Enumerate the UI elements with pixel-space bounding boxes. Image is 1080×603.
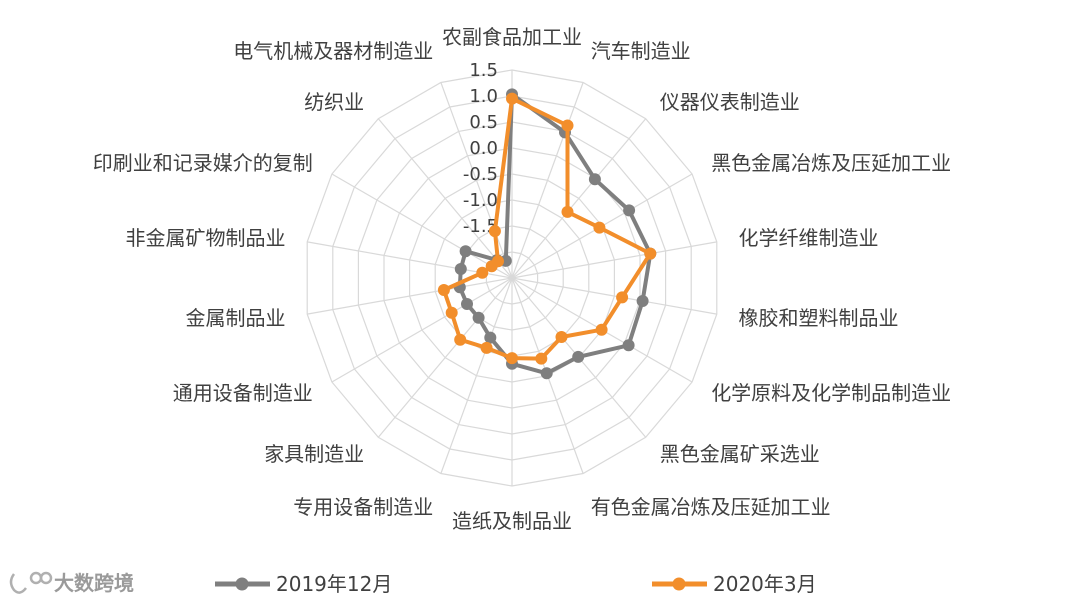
category-label: 印刷业和记录媒介的复制 [93, 151, 313, 175]
series-point-1[interactable] [561, 119, 574, 132]
series-point-0[interactable] [588, 173, 601, 186]
series-point-1[interactable] [555, 331, 568, 343]
series-point-1[interactable] [535, 352, 548, 365]
series-point-0[interactable] [459, 245, 472, 258]
series-point-1[interactable] [561, 205, 574, 218]
category-label: 非金属矿物制品业 [126, 226, 286, 250]
legend-item-2020-03[interactable]: 2020年3月 [652, 572, 817, 596]
category-label: 家具制造业 [264, 442, 364, 466]
radial-tick-labels: 1.51.00.50.0-0.5-1.0-1.5 [463, 60, 498, 237]
series-point-0[interactable] [472, 311, 485, 324]
watermark-text: 大数跨境 [54, 571, 134, 595]
category-label: 专用设备制造业 [293, 495, 433, 519]
grid-spoke [331, 277, 513, 383]
legend-marker-2020-03 [672, 577, 686, 591]
grid-spoke [331, 173, 513, 279]
watermark-logo-icon [9, 571, 53, 594]
legend-item-2019-12[interactable]: 2019年12月 [215, 572, 392, 596]
series-point-0[interactable] [622, 339, 635, 352]
category-label: 通用设备制造业 [173, 381, 313, 405]
category-label: 电气机械及器材制造业 [233, 39, 433, 63]
category-labels: 农副食品加工业汽车制造业仪器仪表制造业黑色金属冶炼及压延加工业化学纤维制造业橡胶… [93, 25, 951, 533]
series-point-0[interactable] [484, 331, 497, 344]
category-label: 化学原料及化学制品制造业 [711, 381, 951, 405]
series-point-0[interactable] [454, 263, 467, 275]
series-point-1[interactable] [506, 92, 518, 105]
grid-spoke [511, 82, 584, 279]
category-label: 有色金属冶炼及压延加工业 [591, 495, 831, 519]
series-point-1[interactable] [454, 333, 467, 346]
legend-marker-2019-12 [235, 577, 249, 591]
legend: 2019年12月 2020年3月 [215, 572, 817, 596]
grid-spoke [440, 277, 513, 474]
grid-spoke [511, 118, 647, 279]
category-label: 橡胶和塑料制品业 [739, 306, 899, 330]
grid-spoke [377, 277, 513, 438]
grid-spoke [440, 82, 513, 279]
series-point-0[interactable] [623, 204, 636, 217]
category-label: 黑色金属矿采选业 [660, 442, 820, 466]
tick-label: -0.5 [463, 164, 498, 185]
grid-spoke [511, 277, 717, 315]
watermark: 大数跨境 [9, 571, 134, 595]
category-label: 黑色金属冶炼及压延加工业 [711, 151, 951, 175]
category-label: 金属制品业 [186, 306, 286, 330]
tick-label: 0.0 [469, 138, 498, 159]
tick-label: 1.5 [469, 60, 498, 81]
grid-spoke [377, 118, 513, 279]
legend-label-2019-12: 2019年12月 [276, 572, 392, 596]
grid-spoke [307, 277, 513, 315]
category-label: 农副食品加工业 [442, 25, 582, 49]
series-point-1[interactable] [506, 352, 518, 365]
tick-label: -1.0 [463, 190, 498, 211]
grid-spoke [511, 241, 717, 279]
category-label: 造纸及制品业 [452, 509, 572, 533]
series-point-1[interactable] [437, 284, 450, 296]
series-point-1[interactable] [644, 247, 657, 260]
series-point-1[interactable] [593, 221, 606, 234]
category-label: 化学纤维制造业 [739, 226, 879, 250]
category-label: 纺织业 [304, 90, 364, 114]
radar-grid [306, 69, 718, 487]
series-point-1[interactable] [595, 323, 608, 336]
series-point-1[interactable] [492, 255, 504, 268]
series-point-1[interactable] [616, 291, 629, 304]
series-point-0[interactable] [572, 350, 585, 363]
tick-label: 0.5 [469, 112, 498, 133]
series-point-0[interactable] [540, 367, 553, 380]
data-series [437, 88, 657, 380]
tick-label: 1.0 [469, 86, 498, 107]
series-point-0[interactable] [461, 298, 473, 310]
series-point-0[interactable] [636, 295, 649, 307]
legend-label-2020-03: 2020年3月 [713, 572, 817, 596]
category-label: 仪器仪表制造业 [660, 90, 800, 114]
series-point-1[interactable] [480, 341, 493, 354]
series-point-1[interactable] [445, 306, 458, 319]
category-label: 汽车制造业 [591, 39, 691, 63]
series-point-1[interactable] [488, 225, 501, 238]
series-point-1[interactable] [476, 266, 489, 279]
